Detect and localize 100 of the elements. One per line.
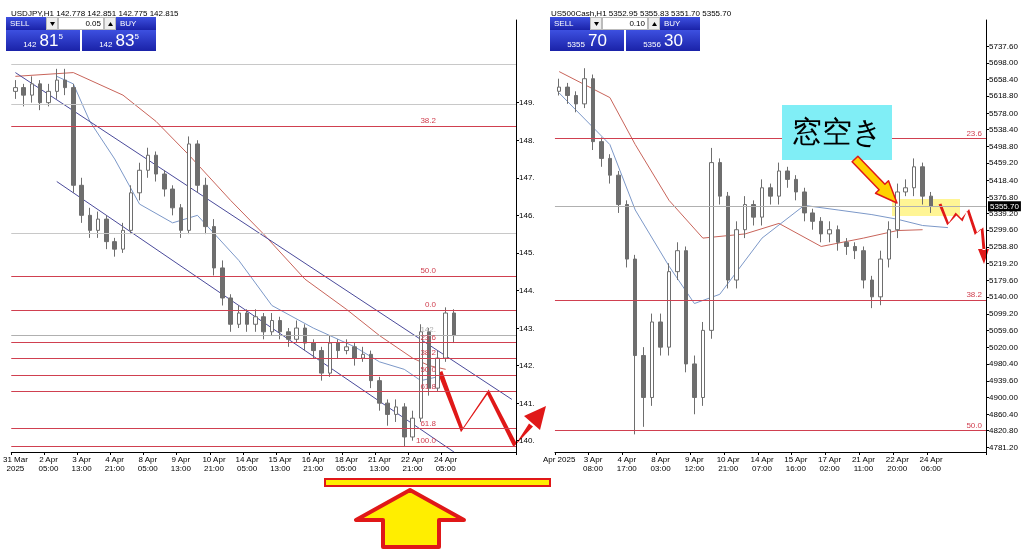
y-tick-label: 5376.80 [989, 193, 1019, 202]
x-tick-label: 22 Apr 20:00 [885, 455, 910, 473]
candlestick [599, 136, 604, 168]
x-tick-label: 18 Apr 05:00 [334, 455, 359, 473]
annotation: 142 83$^{5}$ [99, 30, 139, 50]
candlestick [352, 342, 357, 367]
annotation: 5355 70 [567, 31, 607, 50]
y-tick-label: 148. [519, 135, 535, 145]
x-tick-label: 3 Apr 08:00 [582, 455, 604, 473]
candlestick [768, 183, 773, 206]
line-series [56, 75, 438, 382]
x-tick-label: 4 Apr 17:00 [616, 455, 638, 473]
y-tick-label: 5219.20 [989, 259, 1019, 269]
x-tick-label: 3 Apr 13:00 [71, 455, 93, 473]
candlestick [565, 82, 570, 105]
candlestick [435, 350, 440, 393]
candlestick [88, 207, 92, 239]
annotation: 5356 30 [643, 31, 683, 50]
candlestick [802, 187, 807, 222]
candlestick [887, 220, 891, 268]
y-tick-label: 4860.40 [989, 409, 1019, 419]
y-tick-label: 5059.60 [989, 326, 1019, 336]
y-tick-label: 142. [519, 361, 535, 371]
candlestick [591, 74, 595, 151]
x-tick-label: 24 Apr 05:00 [434, 455, 458, 473]
candlestick [844, 237, 849, 256]
candlestick [30, 75, 34, 104]
candlestick [170, 184, 175, 216]
candlestick [377, 376, 382, 412]
y-tick-label: 5418.40 [989, 175, 1019, 185]
candlestick [751, 199, 756, 227]
annotation: 50.0 [965, 420, 982, 430]
x-tick-label: 8 Apr 03:00 [650, 455, 672, 473]
candlestick [452, 308, 456, 344]
candlestick [21, 83, 26, 107]
y-tick-label: 5578.00 [989, 108, 1019, 118]
candlestick [261, 312, 266, 340]
annotation: 38.2 [965, 289, 982, 299]
y-tick-label: 4820.80 [989, 426, 1019, 436]
candlestick [641, 346, 646, 428]
candlestick [162, 169, 167, 198]
candlestick [361, 346, 365, 363]
annotation: SELL [6, 17, 46, 30]
annotation: 23.6 [965, 128, 982, 138]
y-tick-label: 140. [519, 436, 535, 446]
line-series [14, 72, 447, 370]
y-tick-label: 5498.80 [989, 141, 1019, 151]
x-tick-label: 31 Mar 2025 [2, 455, 29, 473]
candlestick [861, 245, 866, 289]
line-series [558, 71, 924, 247]
x-tick-label: 9 Apr 13:00 [170, 455, 192, 473]
y-tick-label: 5020.00 [989, 342, 1019, 352]
candlestick [718, 157, 722, 206]
candlestick [328, 335, 332, 378]
y-tick-label: 5179.60 [989, 275, 1019, 285]
x-tick-label: 14 Apr 05:00 [235, 455, 259, 473]
candlestick [112, 237, 117, 258]
y-tick-label: 5339.20 [989, 208, 1019, 218]
candlestick [794, 174, 798, 201]
candlestick [336, 338, 340, 359]
ref-line-label: 5355.70 [990, 201, 1020, 211]
candlestick [319, 346, 324, 382]
lot-size-field: 0.05 [58, 17, 104, 30]
candlestick [701, 321, 705, 407]
y-tick-label: 5258.80 [989, 242, 1019, 252]
candlestick [734, 220, 739, 289]
candlestick [270, 312, 274, 337]
candlestick [667, 262, 671, 357]
candlestick [903, 178, 908, 197]
x-tick-label: 22 Apr 21:00 [401, 455, 425, 473]
annotation: 142 81$^{5}$ [23, 30, 63, 50]
candlestick [195, 139, 200, 194]
y-tick-label: 141. [519, 398, 535, 408]
candlestick [402, 402, 407, 447]
candlestick [878, 250, 883, 306]
candlestick [929, 191, 933, 214]
y-tick-label: 5099.20 [989, 309, 1019, 319]
y-tick-label: 146. [519, 210, 535, 220]
y-tick-label: 144. [519, 285, 535, 295]
x-tick-label: Apr 2025 [542, 455, 576, 464]
x-tick-label: 9 Apr 12:00 [684, 455, 705, 473]
candlestick [616, 170, 621, 214]
candlestick [104, 214, 109, 250]
candlestick [137, 162, 142, 201]
x-tick-label: 4 Apr 21:00 [104, 455, 126, 473]
candlestick [777, 162, 781, 206]
candlestick [410, 410, 415, 442]
candlestick [819, 216, 823, 243]
candlestick [650, 313, 654, 407]
annotation: 100.0 [414, 435, 436, 445]
candlestick [96, 211, 100, 239]
candlestick [228, 293, 233, 333]
candlestick [870, 275, 874, 309]
chart-title: US500Cash,H1 5352.95 5355.83 5351.70 5355.70 [551, 8, 732, 18]
annotation: 23.6 [419, 332, 436, 342]
candlestick [810, 208, 815, 231]
candlestick [286, 327, 291, 348]
y-tick-label: 149. [519, 98, 535, 108]
annotation: 61.8 [419, 418, 436, 428]
candlestick [726, 191, 730, 289]
